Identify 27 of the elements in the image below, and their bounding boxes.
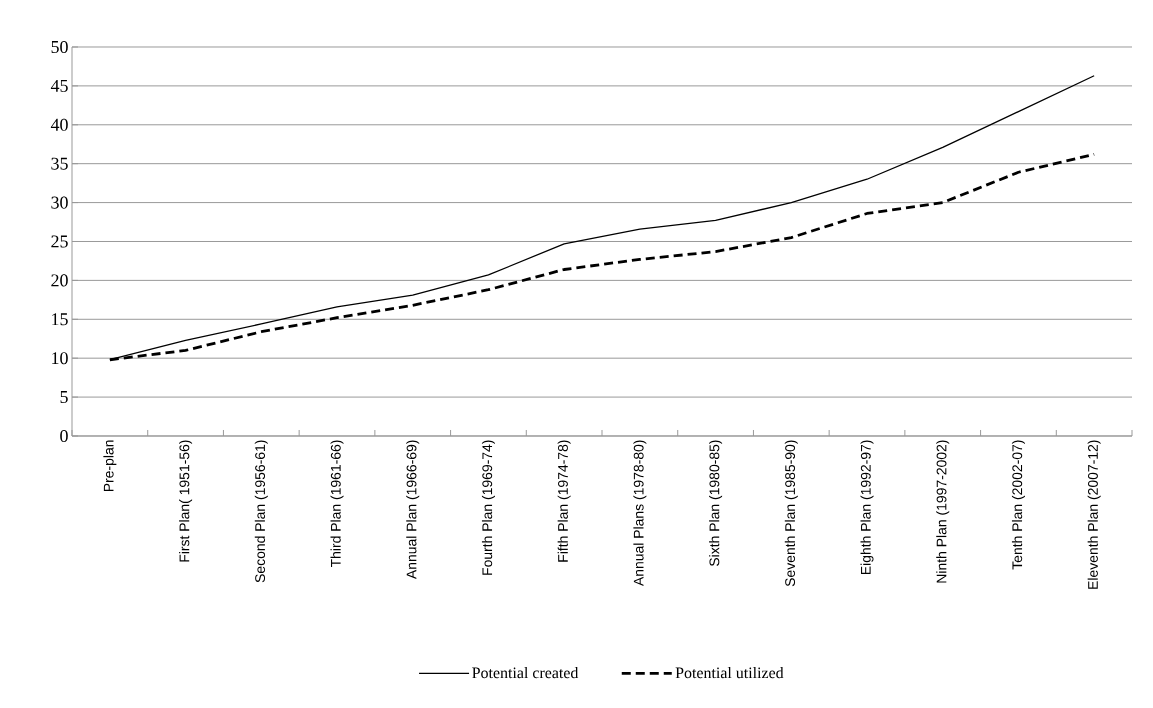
- y-tick-label: 25: [51, 235, 68, 248]
- x-tick-label: Eighth Plan (1992-97): [860, 440, 874, 575]
- x-tick-label: Second Plan (1956-61): [254, 440, 268, 583]
- y-tick-label: 20: [51, 274, 68, 287]
- legend-label: Potential created: [472, 667, 579, 679]
- x-tick-label: Pre-plan: [103, 440, 117, 492]
- x-tick-label: Tenth Plan (2002-07): [1011, 440, 1025, 570]
- y-tick-label: 35: [51, 157, 68, 170]
- y-tick-label: 45: [50, 79, 68, 92]
- x-tick-label: Eleventh Plan (2007-12): [1087, 440, 1101, 589]
- y-tick-label: 50: [51, 40, 68, 54]
- x-tick-label: First Plan( 1951-56): [179, 440, 193, 562]
- y-tick-label: 15: [52, 313, 68, 326]
- y-tick-label: 40: [50, 118, 68, 131]
- y-tick-label: 10: [52, 352, 68, 365]
- x-tick-label: Fourth Plan (1969-74): [481, 440, 495, 575]
- y-tick-label: 30: [51, 196, 68, 209]
- legend-label: Potential utilized: [675, 667, 784, 679]
- x-tick-label: Seventh Plan (1985-90): [784, 440, 798, 587]
- x-tick-label: Annual Plan (1966-69): [406, 440, 420, 580]
- y-tick-label: 0: [60, 429, 68, 443]
- y-tick-label: 5: [60, 391, 68, 404]
- x-tick-label: Annual Plans (1978-80): [633, 440, 647, 587]
- x-tick-label: Sixth Plan (1980-85): [709, 440, 723, 567]
- x-tick-label: Third Plan (1961-66): [330, 440, 344, 568]
- x-tick-label: Fifth Plan (1974-78): [557, 440, 571, 562]
- x-tick-label: Ninth Plan (1997-2002): [936, 440, 950, 583]
